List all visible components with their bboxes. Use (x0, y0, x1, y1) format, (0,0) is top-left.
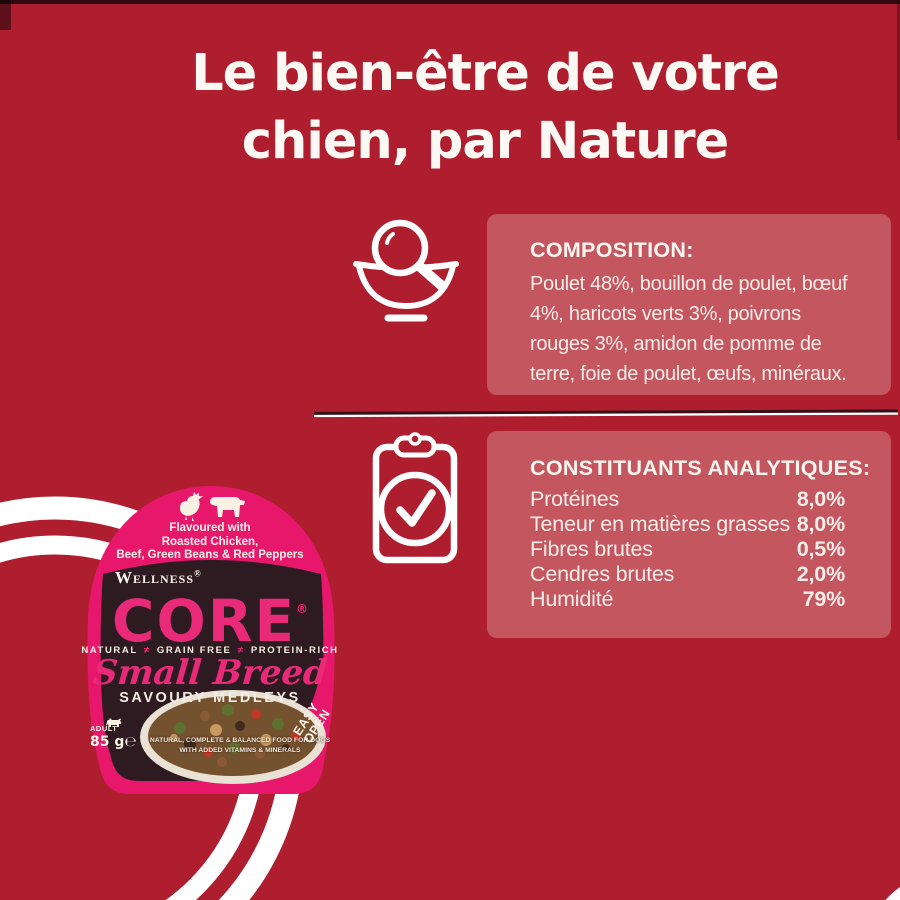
chicken-icon (180, 492, 203, 521)
corner-wedge (885, 887, 900, 900)
age-label: ADULT (90, 724, 118, 733)
claim-separator: ≠ (237, 645, 245, 656)
composition-line: rouges 3%, amidon de pomme de (530, 333, 822, 355)
analytics-row: Teneur en matières grasses 8,0% (530, 512, 845, 537)
top-right-edge-shadow (897, 0, 900, 140)
analytics-row: Humidité 79% (530, 587, 845, 612)
analytics-box: CONSTITUANTS ANALYTIQUES: Protéines 8,0%… (487, 431, 891, 638)
flavour-line3: Beef, Green Beans & Red Peppers (116, 549, 304, 561)
core-logo-text: CORE (111, 587, 297, 655)
subrange-name: SAVOURY MEDLEYS (119, 690, 301, 706)
bowl-claim-line1: NATURAL, COMPLETE & BALANCED FOOD FOR DO… (149, 737, 331, 744)
analytics-row: Fibres brutes 0,5% (530, 537, 845, 562)
claim-natural: NATURAL (81, 645, 138, 656)
page-title: Le bien-être de votre chien, par Nature (35, 40, 900, 176)
analytics-value: 2,0% (796, 562, 845, 586)
claim-protein-rich: PROTEIN-RICH (250, 645, 339, 656)
cow-icon (210, 497, 245, 517)
bowl-claim-text: NATURAL, COMPLETE & BALANCED FOOD FOR DO… (130, 736, 350, 756)
range-name: Small Breed (91, 653, 329, 693)
food-texture (170, 704, 301, 767)
analytics-row: Cendres brutes 2,0% (530, 562, 845, 587)
top-left-corner-shadow (0, 0, 11, 30)
composition-line: Poulet 48%, bouillon de poulet, bœuf (530, 273, 848, 295)
flavour-line2: Roasted Chicken, (161, 535, 259, 548)
core-reg-mark: ® (296, 602, 309, 616)
core-logo: CORE® (70, 580, 350, 650)
top-edge-shadow (0, 0, 900, 4)
analytics-label: Fibres brutes (530, 537, 653, 561)
bowl-claim-line2: WITH ADDED VITAMINS & MINERALS (179, 747, 301, 754)
section-divider (313, 409, 899, 418)
dog-icon (106, 718, 122, 727)
product-pack: Flavoured with Roasted Chicken, Beef, Gr… (70, 478, 350, 808)
magnifier-bowl-icon (353, 219, 459, 322)
composition-heading: COMPOSITION: (530, 238, 694, 262)
analytics-value: 0,5% (796, 537, 845, 561)
analytics-label: Humidité (530, 587, 614, 611)
claim-separator: ≠ (143, 645, 151, 656)
food (148, 696, 318, 776)
brand-reg-mark: ® (194, 568, 202, 579)
analytics-value: 79% (802, 587, 846, 611)
claims-line: NATURAL ≠ GRAIN FREE ≠ PROTEIN-RICH (70, 645, 350, 656)
flavour-text: Flavoured with Roasted Chicken, Beef, Gr… (70, 522, 350, 563)
analytics-value: 8,0% (796, 512, 845, 536)
analytics-label: Teneur en matières grasses (530, 512, 791, 536)
analytics-heading: CONSTITUANTS ANALYTIQUES: (530, 456, 871, 480)
analytics-label: Protéines (530, 487, 620, 511)
net-weight: 85 g℮ (90, 734, 137, 750)
flavour-line1: Flavoured with (169, 522, 251, 534)
analytics-row: Protéines 8,0% (530, 487, 845, 512)
clipboard-check-icon (372, 432, 458, 564)
brand-name: Wellness (115, 568, 195, 587)
composition-line: terre, foie de poulet, œufs, minéraux. (530, 363, 847, 385)
analytics-label: Cendres brutes (530, 562, 675, 586)
brand-wordmark: Wellness® (115, 568, 305, 588)
product-tub-art (87, 486, 335, 794)
claim-grain-free: GRAIN FREE (156, 645, 232, 656)
analytics-value: 8,0% (796, 487, 845, 511)
composition-line: 4%, haricots verts 3%, poivrons (530, 303, 801, 325)
composition-box: COMPOSITION: Poulet 48%, bouillon de pou… (487, 214, 891, 395)
page-title-line1: Le bien-être de votre (191, 44, 780, 104)
page-title-line2: chien, par Nature (241, 112, 729, 172)
